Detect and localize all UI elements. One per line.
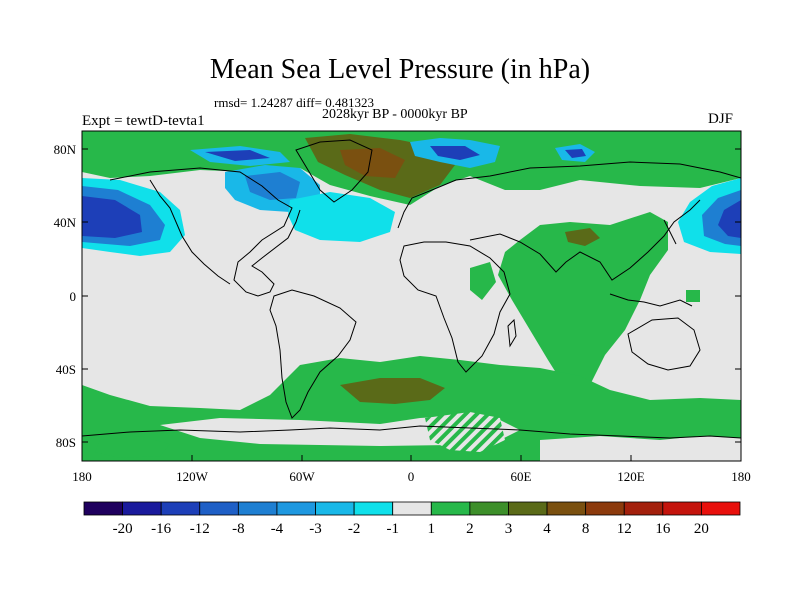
colorbar-label: -16: [151, 521, 171, 537]
colorbar-label: -2: [348, 521, 361, 537]
hatched-region-weddell: [425, 412, 505, 452]
colorbar-swatch: [276, 501, 316, 516]
positive-anomaly-pacific-island: [686, 290, 700, 302]
negative-anomaly-siberia-core: [565, 149, 586, 158]
lon-label-180w: 180: [72, 469, 92, 484]
colorbar: [83, 501, 741, 516]
colorbar-swatch: [237, 501, 278, 516]
colorbar-swatch: [83, 501, 123, 516]
colorbar-swatch: [585, 501, 625, 516]
colorbar-labels: -20 -16 -12 -8 -4 -3 -2 -1 1 2 3 4 8 12 16 20: [113, 521, 709, 537]
colorbar-label: -8: [232, 521, 245, 537]
positive-anomaly-south-atlantic-core: [340, 378, 445, 404]
coastline-south-america: [269, 289, 357, 419]
coastline-madagascar: [507, 318, 517, 348]
negative-anomaly-north-pacific-west-core: [82, 196, 142, 238]
positive-anomaly-antarctic-west: [95, 436, 170, 458]
positive-anomaly-indian-ocean: [498, 212, 668, 395]
colorbar-label: -20: [113, 521, 133, 537]
colorbar-label: 3: [505, 521, 513, 537]
longitude-ticks: [81, 455, 742, 461]
colorbar-swatch: [546, 501, 587, 516]
colorbar-label: 2: [466, 521, 474, 537]
colorbar-swatch: [508, 501, 548, 516]
lat-label-40s: 40S: [56, 362, 76, 377]
lon-label-120w: 120W: [176, 469, 209, 484]
colorbar-label: -3: [309, 521, 322, 537]
latitude-ticks: [82, 148, 741, 443]
colorbar-label: 12: [617, 521, 632, 537]
lat-label-80s: 80S: [56, 435, 76, 450]
colorbar-label: 1: [428, 521, 436, 537]
colorbar-label: -12: [190, 521, 210, 537]
season-label: DJF: [708, 111, 734, 127]
anomaly-fields: [82, 131, 741, 461]
colorbar-swatch: [315, 501, 355, 516]
experiment-label: Expt = tewtD-tevta1: [82, 113, 205, 129]
lat-label-40n: 40N: [54, 215, 77, 230]
colorbar-swatch: [469, 501, 509, 516]
latitude-labels: 80N 40N 0 40S 80S: [54, 142, 77, 450]
lon-label-180e: 180: [731, 469, 751, 484]
colorbar-swatch: [662, 501, 702, 516]
coastline-greenland: [295, 139, 373, 203]
colorbar-swatch: [199, 501, 239, 516]
colorbar-swatch: [392, 501, 432, 516]
colorbar-label: -1: [386, 521, 399, 537]
lat-label-80n: 80N: [54, 142, 77, 157]
time-period-label: 2028kyr BP - 0000kyr BP: [322, 107, 468, 122]
neutral-gap-antarctica: [540, 436, 741, 461]
longitude-labels: 180 120W 60W 0 60E 120E 180: [72, 469, 751, 484]
coastlines: [82, 139, 741, 439]
coastline-north-america-west: [149, 179, 231, 285]
positive-anomaly-greenland-core: [340, 148, 405, 178]
coastline-north-america: [109, 167, 301, 297]
colorbar-label: 16: [655, 521, 671, 537]
colorbar-label: -4: [271, 521, 284, 537]
lon-label-60w: 60W: [289, 469, 315, 484]
positive-anomaly-asia-core: [565, 228, 600, 246]
coastline-asia-south: [469, 199, 701, 281]
colorbar-swatch: [701, 501, 741, 516]
map-title: Mean Sea Level Pressure (in hPa): [209, 54, 591, 85]
positive-anomaly-africa-west: [470, 262, 496, 300]
negative-anomaly-north-atlantic: [288, 192, 395, 242]
coastline-indonesia: [609, 293, 693, 307]
coastline-europe-asia: [397, 161, 741, 229]
negative-anomaly-north-pacific-east-core: [718, 200, 741, 238]
lon-label-60e: 60E: [511, 469, 532, 484]
coastline-africa: [399, 241, 511, 373]
colorbar-swatch: [623, 501, 664, 516]
negative-anomaly-arctic-north-core: [430, 146, 480, 160]
coastline-japan: [663, 219, 677, 245]
colorbar-label: 4: [543, 521, 551, 537]
lon-label-120e: 120E: [617, 469, 645, 484]
coastline-antarctica: [82, 425, 741, 439]
colorbar-label: 8: [582, 521, 590, 537]
negative-anomaly-arctic-west-core: [205, 150, 270, 161]
negative-anomaly-canada-core: [245, 172, 300, 200]
lat-label-0: 0: [70, 289, 77, 304]
lon-label-0: 0: [408, 469, 415, 484]
colorbar-swatch: [430, 501, 471, 516]
rmsd-diff-stats: rmsd= 1.24287 diff= 0.481323: [214, 95, 374, 110]
colorbar-label: 20: [694, 521, 709, 537]
colorbar-swatch: [160, 501, 201, 516]
colorbar-swatch: [353, 501, 394, 516]
coastline-australia: [627, 317, 701, 371]
colorbar-swatch: [122, 501, 162, 516]
